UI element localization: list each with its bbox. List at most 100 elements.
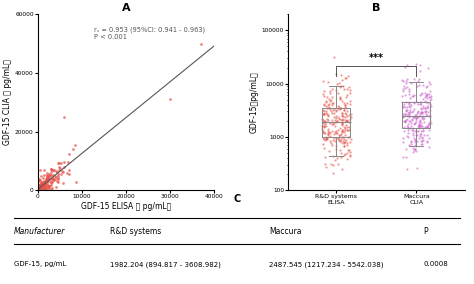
Point	[332, 146, 339, 151]
Point	[415, 114, 422, 119]
Point	[39, 184, 47, 188]
Point	[338, 118, 346, 122]
Point	[341, 103, 348, 108]
Point	[52, 185, 60, 189]
Point	[320, 112, 328, 116]
Point	[411, 138, 419, 142]
Point	[410, 115, 418, 119]
Point	[423, 140, 431, 145]
Point	[407, 103, 415, 107]
Point	[409, 93, 416, 98]
Text: GDF-15, pg/mL: GDF-15, pg/mL	[14, 261, 66, 267]
Point	[410, 126, 417, 130]
Point	[332, 130, 340, 135]
Point	[335, 138, 343, 142]
Point	[331, 118, 338, 123]
Point	[41, 188, 48, 193]
Point	[331, 130, 339, 134]
Point	[37, 182, 45, 187]
Point	[65, 172, 73, 177]
Point	[402, 154, 410, 159]
Point	[426, 97, 434, 102]
Point	[427, 104, 434, 108]
Point	[330, 131, 337, 136]
Point	[419, 138, 427, 143]
Point	[406, 126, 414, 130]
Point	[36, 184, 44, 189]
Point	[326, 90, 334, 95]
Point	[36, 183, 44, 187]
Point	[399, 79, 406, 83]
Point	[48, 167, 55, 171]
Point	[38, 188, 46, 193]
Point	[333, 131, 341, 135]
Point	[38, 188, 46, 193]
Point	[336, 107, 344, 112]
Point	[36, 188, 44, 193]
Point	[422, 109, 429, 114]
Point	[414, 111, 421, 116]
Point	[328, 103, 336, 108]
Point	[35, 185, 42, 189]
Point	[322, 137, 329, 141]
Point	[416, 120, 423, 124]
Point	[405, 87, 413, 92]
Point	[37, 188, 45, 193]
Point	[342, 140, 349, 144]
Point	[400, 89, 407, 93]
Point	[334, 115, 342, 120]
Point	[40, 188, 48, 193]
Point	[323, 137, 331, 141]
Point	[416, 111, 424, 116]
Point	[36, 185, 44, 190]
Point	[329, 138, 337, 143]
Point	[426, 114, 433, 119]
Point	[401, 120, 409, 124]
Point	[52, 174, 59, 178]
Point	[405, 112, 413, 117]
Point	[328, 101, 336, 105]
Point	[42, 186, 50, 190]
Point	[338, 111, 346, 115]
Point	[339, 114, 346, 118]
Point	[413, 139, 421, 143]
Point	[415, 110, 422, 115]
Point	[331, 158, 339, 162]
Point	[421, 124, 429, 129]
Point	[54, 180, 62, 185]
Y-axis label: GDF-15（pg/mL）: GDF-15（pg/mL）	[250, 71, 259, 133]
Point	[320, 131, 328, 135]
Point	[417, 100, 425, 104]
Point	[417, 99, 424, 104]
Point	[343, 124, 351, 129]
Point	[64, 159, 72, 164]
Point	[328, 87, 335, 91]
Point	[405, 103, 413, 108]
Point	[324, 132, 332, 137]
Text: 2487.545 (1217.234 - 5542.038): 2487.545 (1217.234 - 5542.038)	[269, 261, 383, 268]
Point	[346, 153, 354, 158]
Point	[320, 119, 328, 124]
Point	[327, 162, 334, 166]
Point	[404, 124, 412, 129]
Point	[329, 101, 337, 105]
Text: 1982.204 (894.817 - 3608.982): 1982.204 (894.817 - 3608.982)	[109, 261, 220, 268]
Point	[405, 89, 412, 93]
Point	[55, 176, 62, 180]
Point	[332, 108, 340, 113]
Point	[416, 63, 423, 68]
Point	[43, 176, 51, 180]
Point	[36, 188, 43, 193]
Point	[427, 95, 434, 100]
Point	[36, 188, 44, 192]
Point	[319, 141, 327, 146]
Point	[322, 135, 329, 140]
Point	[327, 108, 335, 113]
Point	[421, 95, 429, 100]
Point	[55, 160, 63, 165]
Point	[405, 143, 413, 147]
Point	[402, 109, 410, 114]
Point	[335, 117, 343, 121]
Point	[38, 188, 46, 193]
Point	[416, 102, 424, 106]
